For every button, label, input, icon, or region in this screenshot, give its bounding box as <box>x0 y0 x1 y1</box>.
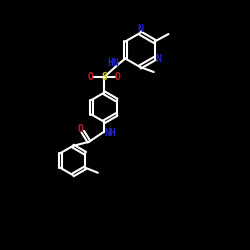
Text: O: O <box>77 124 83 134</box>
Text: HN: HN <box>108 58 119 68</box>
Text: O: O <box>115 72 121 82</box>
Text: N: N <box>137 24 143 34</box>
Text: NH: NH <box>104 128 116 138</box>
Text: O: O <box>87 72 93 82</box>
Text: S: S <box>101 72 107 82</box>
Text: N: N <box>156 54 162 64</box>
